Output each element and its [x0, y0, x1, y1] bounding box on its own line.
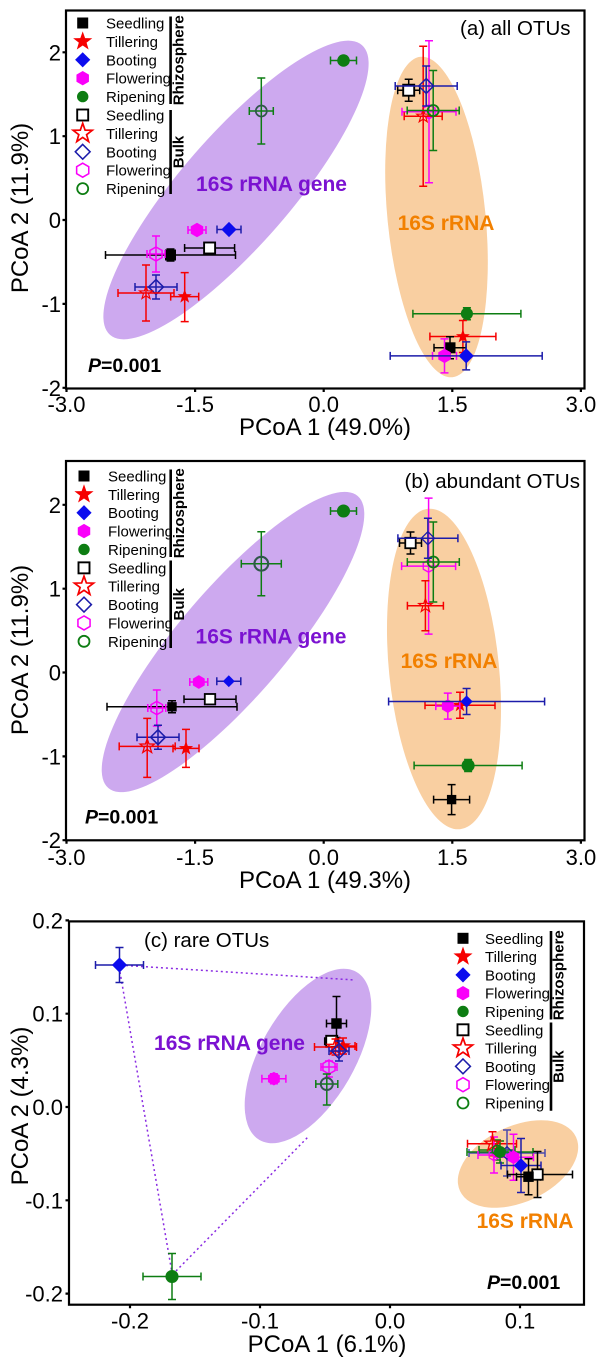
svg-text:Tillering: Tillering — [485, 1041, 537, 1058]
svg-text:-0.1: -0.1 — [25, 1188, 63, 1213]
svg-text:Tillering: Tillering — [106, 126, 158, 143]
svg-text:Bulk: Bulk — [171, 135, 188, 168]
svg-text:Flowering: Flowering — [108, 524, 173, 541]
svg-text:Flowering: Flowering — [106, 71, 171, 88]
svg-text:0.0: 0.0 — [32, 1095, 63, 1120]
svg-text:Booting: Booting — [108, 505, 159, 522]
svg-text:Ripening: Ripening — [106, 181, 165, 198]
svg-text:16S rRNA: 16S rRNA — [398, 212, 495, 235]
svg-text:16S rRNA: 16S rRNA — [401, 650, 498, 673]
svg-text:-3.0: -3.0 — [48, 392, 86, 417]
svg-text:Tillering: Tillering — [106, 34, 158, 51]
svg-text:Rhizosphere: Rhizosphere — [551, 930, 568, 1020]
svg-text:16S rRNA: 16S rRNA — [477, 1210, 574, 1233]
svg-text:Rhizosphere: Rhizosphere — [171, 15, 188, 105]
svg-text:Flowering: Flowering — [485, 986, 550, 1003]
svg-text:Seedling: Seedling — [106, 108, 164, 125]
svg-text:P=0.001: P=0.001 — [85, 807, 158, 829]
svg-text:16S rRNA gene: 16S rRNA gene — [196, 173, 347, 196]
svg-text:(a) all OTUs: (a) all OTUs — [460, 17, 570, 40]
svg-text:Booting: Booting — [106, 144, 157, 161]
svg-text:(c) rare OTUs: (c) rare OTUs — [144, 929, 269, 952]
svg-text:Booting: Booting — [108, 597, 159, 614]
svg-text:Tillering: Tillering — [485, 949, 537, 966]
svg-text:PCoA 2 (11.9%): PCoA 2 (11.9%) — [7, 565, 34, 735]
svg-text:-2: -2 — [41, 376, 61, 401]
svg-text:Ripening: Ripening — [485, 1096, 544, 1113]
svg-text:PCoA 1 (49.0%): PCoA 1 (49.0%) — [239, 414, 411, 441]
svg-text:0.0: 0.0 — [308, 392, 339, 417]
svg-text:Seedling: Seedling — [106, 16, 164, 33]
svg-text:-1: -1 — [41, 744, 61, 769]
svg-text:3.0: 3.0 — [566, 392, 597, 417]
svg-text:1.5: 1.5 — [437, 845, 468, 870]
svg-text:1.5: 1.5 — [437, 392, 468, 417]
svg-text:1: 1 — [49, 124, 61, 149]
svg-text:0.1: 0.1 — [32, 1002, 63, 1027]
svg-text:0.0: 0.0 — [375, 1309, 406, 1334]
svg-text:3.0: 3.0 — [566, 845, 597, 870]
svg-text:Ripening: Ripening — [106, 89, 165, 106]
svg-text:Flowering: Flowering — [108, 615, 173, 632]
svg-text:Seedling: Seedling — [485, 1022, 543, 1039]
svg-text:0.1: 0.1 — [505, 1309, 536, 1334]
svg-text:PCoA 1 (49.3%): PCoA 1 (49.3%) — [239, 867, 411, 894]
svg-text:-1.5: -1.5 — [176, 392, 214, 417]
svg-text:PCoA 1 (6.1%): PCoA 1 (6.1%) — [248, 1331, 407, 1358]
svg-text:-1: -1 — [41, 292, 61, 317]
svg-text:P=0.001: P=0.001 — [487, 1272, 560, 1294]
svg-text:Flowering: Flowering — [485, 1077, 550, 1094]
svg-text:-3.0: -3.0 — [48, 845, 86, 870]
svg-text:Seedling: Seedling — [485, 931, 543, 948]
svg-text:Booting: Booting — [485, 967, 536, 984]
svg-text:Tillering: Tillering — [108, 579, 160, 596]
svg-text:Bulk: Bulk — [171, 587, 188, 620]
svg-text:Ripening: Ripening — [108, 634, 167, 651]
svg-text:Bulk: Bulk — [551, 1050, 568, 1083]
svg-text:-1.5: -1.5 — [176, 845, 214, 870]
svg-text:-0.1: -0.1 — [241, 1309, 279, 1334]
svg-text:0: 0 — [49, 208, 61, 233]
svg-text:1: 1 — [49, 577, 61, 602]
svg-text:Booting: Booting — [106, 52, 157, 69]
svg-text:P=0.001: P=0.001 — [88, 355, 161, 377]
svg-text:Seedling: Seedling — [108, 560, 166, 577]
svg-text:2: 2 — [49, 40, 61, 65]
svg-text:Ripening: Ripening — [108, 542, 167, 559]
svg-text:Booting: Booting — [485, 1059, 536, 1076]
svg-text:Seedling: Seedling — [108, 469, 166, 486]
svg-text:PCoA 2 (11.9%): PCoA 2 (11.9%) — [7, 123, 34, 293]
svg-text:Ripening: Ripening — [485, 1004, 544, 1021]
svg-text:(b) abundant OTUs: (b) abundant OTUs — [405, 470, 580, 493]
svg-text:Rhizosphere: Rhizosphere — [171, 468, 188, 558]
svg-text:0: 0 — [49, 661, 61, 686]
svg-text:16S rRNA gene: 16S rRNA gene — [154, 1032, 305, 1055]
svg-text:-2: -2 — [41, 828, 61, 853]
svg-text:0.2: 0.2 — [32, 908, 63, 933]
svg-text:-0.2: -0.2 — [25, 1282, 63, 1307]
svg-text:Tillering: Tillering — [108, 487, 160, 504]
svg-text:-0.2: -0.2 — [111, 1309, 149, 1334]
svg-text:16S rRNA gene: 16S rRNA gene — [196, 626, 347, 649]
svg-text:2: 2 — [49, 493, 61, 518]
svg-text:0.0: 0.0 — [308, 845, 339, 870]
svg-text:Flowering: Flowering — [106, 163, 171, 180]
svg-text:PCoA 2 (4.3%): PCoA 2 (4.3%) — [7, 1027, 34, 1186]
